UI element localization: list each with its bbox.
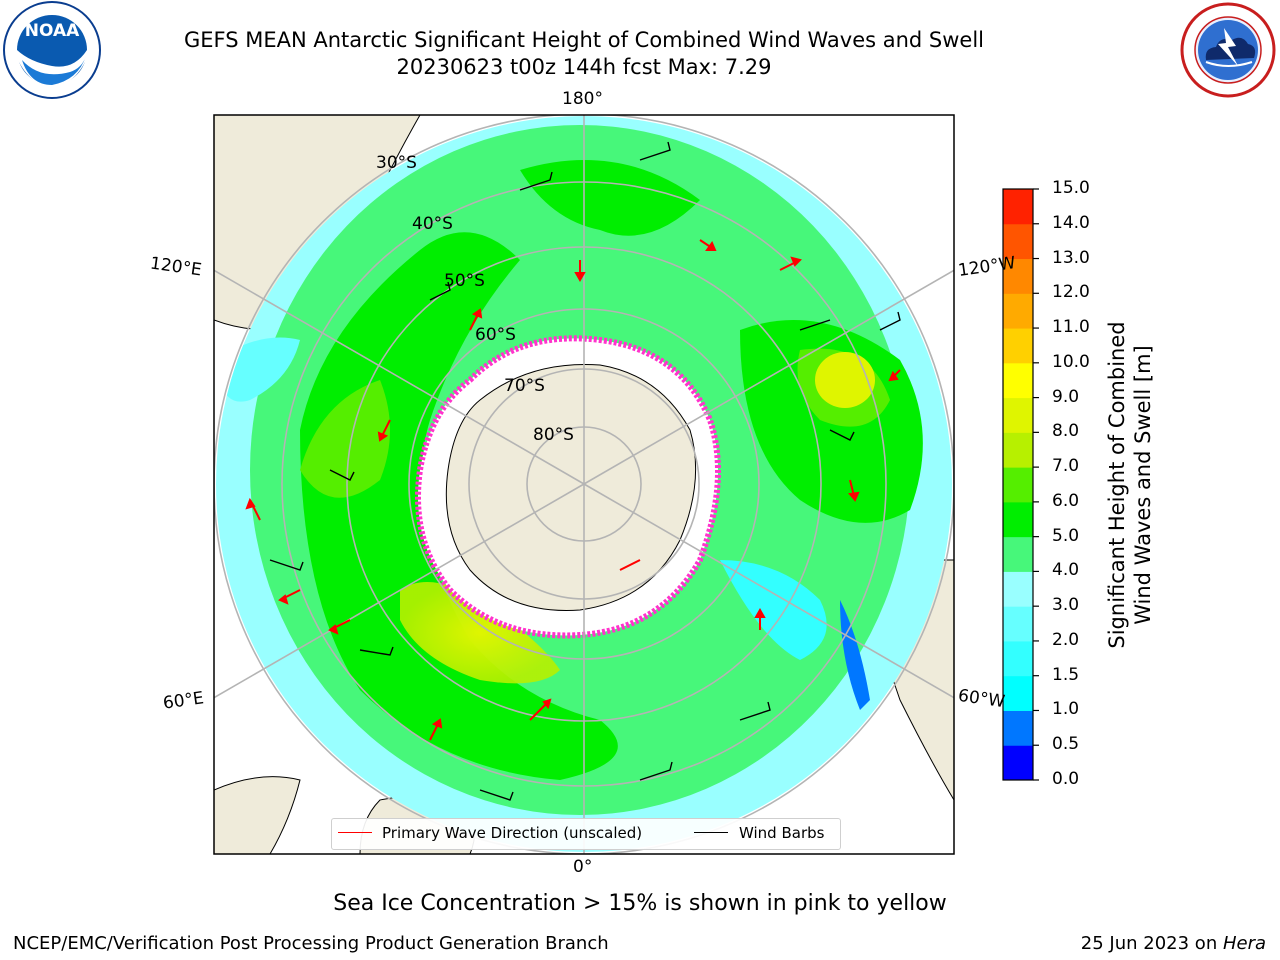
colorbar-bin — [1003, 467, 1033, 503]
colorbar-tick-label: 0.0 — [1052, 769, 1080, 789]
colorbar-bin — [1003, 710, 1033, 746]
legend-barb-label: Wind Barbs — [739, 824, 825, 842]
sea-ice-note: Sea Ice Concentration > 15% is shown in … — [333, 891, 947, 916]
colorbar-bin — [1003, 293, 1033, 329]
colorbar-tick-label: 7.0 — [1052, 456, 1080, 477]
legend-wave-swatch — [338, 832, 372, 833]
lat-label-40s: 40°S — [412, 214, 453, 234]
nws-logo — [1180, 2, 1276, 98]
colorbar — [1003, 188, 1039, 781]
colorbar-tick-label: 2.0 — [1052, 629, 1080, 650]
footer-branch: NCEP/EMC/Verification Post Processing Pr… — [13, 933, 609, 954]
lon-label-0: 0° — [573, 857, 593, 877]
colorbar-bin — [1003, 397, 1033, 433]
colorbar-bin — [1003, 675, 1033, 711]
colorbar-tick-label: 13.0 — [1052, 247, 1090, 268]
land-africa — [214, 776, 301, 854]
graticule — [214, 115, 954, 854]
colorbar-bin — [1003, 258, 1033, 294]
footer-date: 25 Jun 2023 on Hera — [1081, 933, 1266, 954]
colorbar-bin — [1003, 640, 1033, 677]
colorbar-tick-label: 8.0 — [1052, 421, 1080, 442]
colorbar-bin — [1003, 328, 1033, 364]
colorbar-tick-label: 4.0 — [1052, 560, 1080, 581]
colorbar-tick-label: 0.5 — [1052, 734, 1080, 755]
colorbar-tick-label: 5.0 — [1052, 525, 1080, 546]
map-legend: Primary Wave Direction (unscaled) Wind B… — [331, 818, 841, 850]
colorbar-bin — [1003, 223, 1033, 260]
colorbar-tick-label: 1.0 — [1052, 699, 1080, 720]
lon-label-180: 180° — [562, 89, 603, 109]
colorbar-bin — [1003, 745, 1033, 781]
colorbar-tick-label: 14.0 — [1052, 212, 1090, 233]
footer-host: Hera — [1222, 933, 1266, 954]
legend-barb-swatch — [694, 832, 728, 833]
colorbar-bin — [1003, 362, 1033, 399]
lat-label-30s: 30°S — [376, 153, 417, 173]
chart-title: GEFS MEAN Antarctic Significant Height o… — [183, 28, 985, 52]
lat-label-60s: 60°S — [475, 325, 516, 345]
colorbar-tick-label: 12.0 — [1052, 282, 1090, 303]
colorbar-title-line1: Significant Height of Combined — [1105, 321, 1129, 649]
colorbar-tick-label: 15.0 — [1052, 178, 1090, 198]
colorbar-bin — [1003, 606, 1033, 642]
colorbar-title-line2: Wind Waves and Swell [m] — [1131, 345, 1155, 625]
noaa-logo: NOAA — [3, 1, 101, 99]
colorbar-tick-label: 10.0 — [1052, 351, 1090, 372]
colorbar-bin — [1003, 571, 1033, 607]
footer-date-text: 25 Jun 2023 on — [1080, 933, 1223, 954]
legend-wave-label: Primary Wave Direction (unscaled) — [382, 824, 643, 842]
colorbar-tick-label: 1.5 — [1052, 664, 1080, 685]
colorbar-bin — [1003, 189, 1033, 225]
lat-label-70s: 70°S — [504, 376, 545, 396]
wind-barbs — [269, 141, 901, 801]
colorbar-bin — [1003, 501, 1033, 538]
colorbar-tick-label: 11.0 — [1052, 317, 1090, 338]
colorbar-bin — [1003, 432, 1033, 468]
colorbar-bin — [1003, 536, 1033, 572]
lat-label-80s: 80°S — [533, 425, 574, 445]
noaa-logo-text: NOAA — [25, 21, 80, 41]
colorbar-tick-label: 6.0 — [1052, 490, 1080, 511]
chart-subtitle: 20230623 t00z 144h fcst Max: 7.29 — [396, 55, 772, 79]
wave-arrows — [245, 239, 901, 741]
lat-label-50s: 50°S — [444, 271, 485, 291]
colorbar-tick-label: 3.0 — [1052, 595, 1080, 616]
colorbar-tick-label: 9.0 — [1052, 386, 1080, 407]
